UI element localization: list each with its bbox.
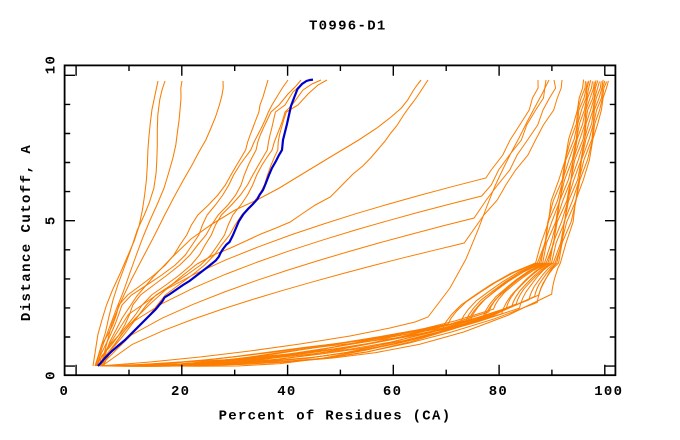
svg-text:T0996-D1: T0996-D1 <box>309 18 387 34</box>
svg-text:5: 5 <box>44 215 60 225</box>
svg-text:60: 60 <box>383 384 402 400</box>
svg-text:Distance Cutoff, A: Distance Cutoff, A <box>19 144 35 321</box>
svg-text:40: 40 <box>277 384 296 400</box>
svg-text:Percent of Residues (CA): Percent of Residues (CA) <box>219 409 452 425</box>
svg-text:10: 10 <box>44 55 60 74</box>
svg-text:0: 0 <box>59 384 69 400</box>
svg-text:100: 100 <box>594 384 623 400</box>
svg-text:20: 20 <box>171 384 190 400</box>
svg-text:80: 80 <box>489 384 508 400</box>
svg-text:0: 0 <box>44 370 60 380</box>
